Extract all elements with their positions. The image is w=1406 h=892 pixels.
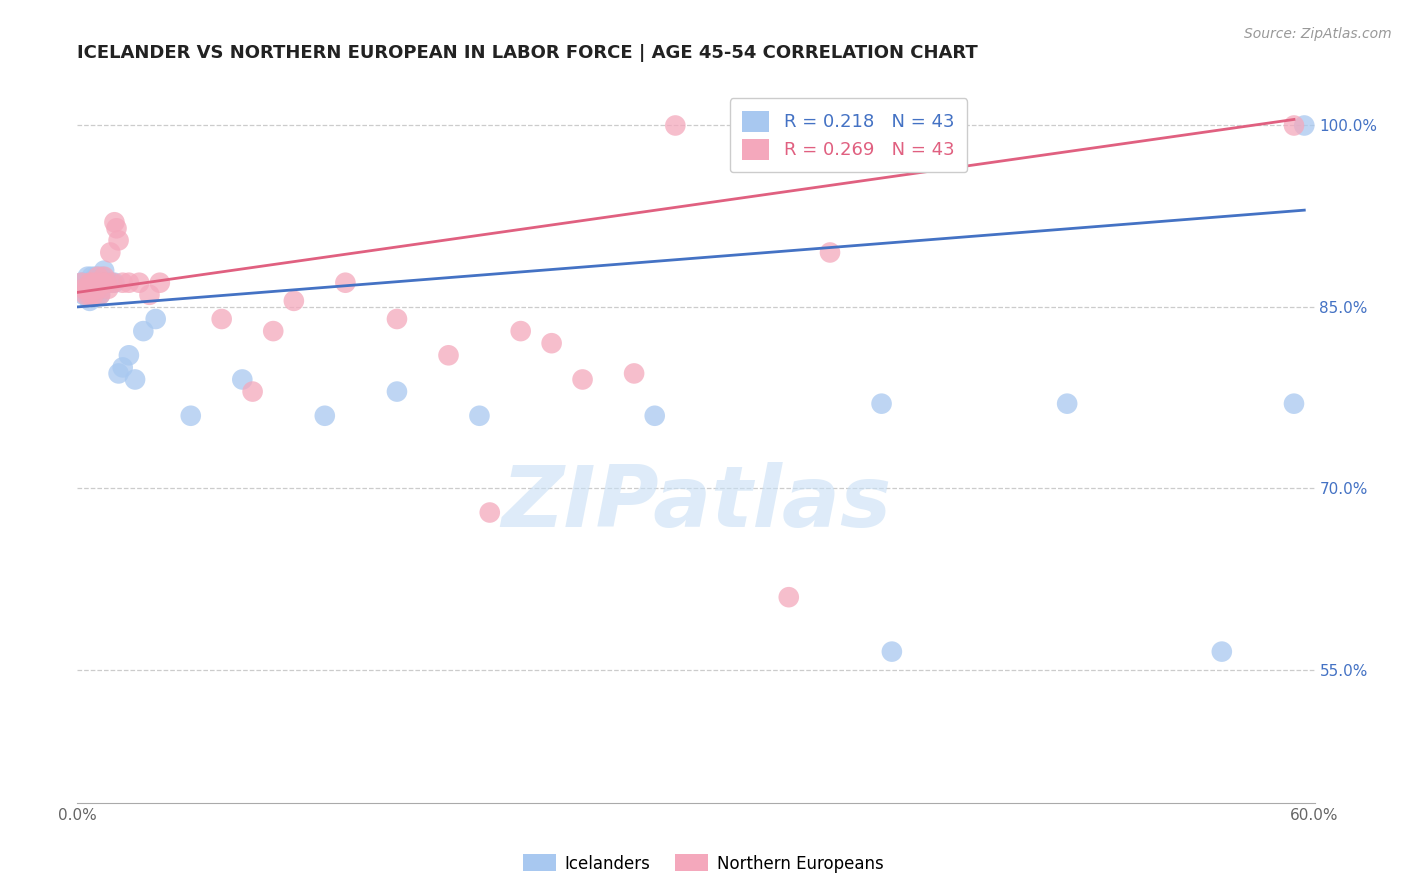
- Point: [437, 348, 460, 362]
- Point: [623, 367, 645, 381]
- Point: [83, 288, 105, 302]
- Point: [76, 288, 98, 302]
- Point: [103, 276, 125, 290]
- Point: [128, 276, 150, 290]
- Point: [1294, 119, 1316, 133]
- Point: [105, 221, 128, 235]
- Point: [80, 282, 103, 296]
- Point: [79, 276, 101, 290]
- Point: [97, 276, 120, 290]
- Point: [242, 384, 264, 399]
- Point: [87, 276, 110, 290]
- Point: [1211, 645, 1233, 659]
- Point: [124, 372, 146, 386]
- Point: [870, 397, 893, 411]
- Point: [89, 288, 111, 302]
- Point: [98, 276, 121, 290]
- Point: [1056, 397, 1078, 411]
- Point: [138, 288, 160, 302]
- Point: [96, 276, 118, 290]
- Point: [314, 409, 336, 423]
- Point: [97, 282, 120, 296]
- Point: [283, 293, 305, 308]
- Text: ZIPatlas: ZIPatlas: [501, 461, 891, 545]
- Point: [101, 276, 124, 290]
- Point: [231, 372, 253, 386]
- Point: [540, 336, 562, 351]
- Point: [1282, 119, 1305, 133]
- Point: [84, 269, 107, 284]
- Point: [93, 269, 115, 284]
- Point: [84, 276, 107, 290]
- Point: [644, 409, 666, 423]
- Point: [180, 409, 202, 423]
- Point: [72, 276, 94, 290]
- Point: [468, 409, 491, 423]
- Point: [89, 288, 111, 302]
- Point: [107, 367, 129, 381]
- Point: [778, 590, 800, 604]
- Point: [145, 312, 167, 326]
- Point: [83, 282, 105, 296]
- Legend: Icelanders, Northern Europeans: Icelanders, Northern Europeans: [516, 847, 890, 880]
- Point: [91, 276, 114, 290]
- Point: [111, 360, 134, 375]
- Point: [83, 288, 105, 302]
- Point: [80, 276, 103, 290]
- Point: [335, 276, 357, 290]
- Point: [262, 324, 284, 338]
- Point: [80, 269, 103, 284]
- Point: [91, 269, 114, 284]
- Point: [87, 288, 110, 302]
- Point: [385, 384, 408, 399]
- Point: [891, 119, 914, 133]
- Point: [118, 276, 141, 290]
- Point: [70, 276, 93, 290]
- Text: ICELANDER VS NORTHERN EUROPEAN IN LABOR FORCE | AGE 45-54 CORRELATION CHART: ICELANDER VS NORTHERN EUROPEAN IN LABOR …: [77, 45, 979, 62]
- Point: [89, 282, 111, 296]
- Point: [149, 276, 172, 290]
- Point: [818, 245, 841, 260]
- Point: [385, 312, 408, 326]
- Point: [75, 276, 97, 290]
- Point: [76, 269, 98, 284]
- Point: [571, 372, 593, 386]
- Point: [111, 276, 134, 290]
- Point: [76, 282, 98, 296]
- Point: [96, 276, 118, 290]
- Point: [98, 245, 121, 260]
- Point: [103, 215, 125, 229]
- Point: [118, 348, 141, 362]
- Point: [70, 276, 93, 290]
- Legend: R = 0.218   N = 43, R = 0.269   N = 43: R = 0.218 N = 43, R = 0.269 N = 43: [730, 98, 967, 172]
- Point: [72, 288, 94, 302]
- Point: [93, 263, 115, 277]
- Point: [84, 276, 107, 290]
- Text: Source: ZipAtlas.com: Source: ZipAtlas.com: [1244, 27, 1392, 41]
- Point: [107, 233, 129, 247]
- Point: [72, 282, 94, 296]
- Point: [1282, 397, 1305, 411]
- Point: [509, 324, 531, 338]
- Point: [478, 506, 501, 520]
- Point: [880, 645, 903, 659]
- Point: [87, 269, 110, 284]
- Point: [79, 276, 101, 290]
- Point: [87, 282, 110, 296]
- Point: [664, 119, 686, 133]
- Point: [79, 288, 101, 302]
- Point: [132, 324, 155, 338]
- Point: [75, 288, 97, 302]
- Point: [79, 293, 101, 308]
- Point: [80, 276, 103, 290]
- Point: [211, 312, 233, 326]
